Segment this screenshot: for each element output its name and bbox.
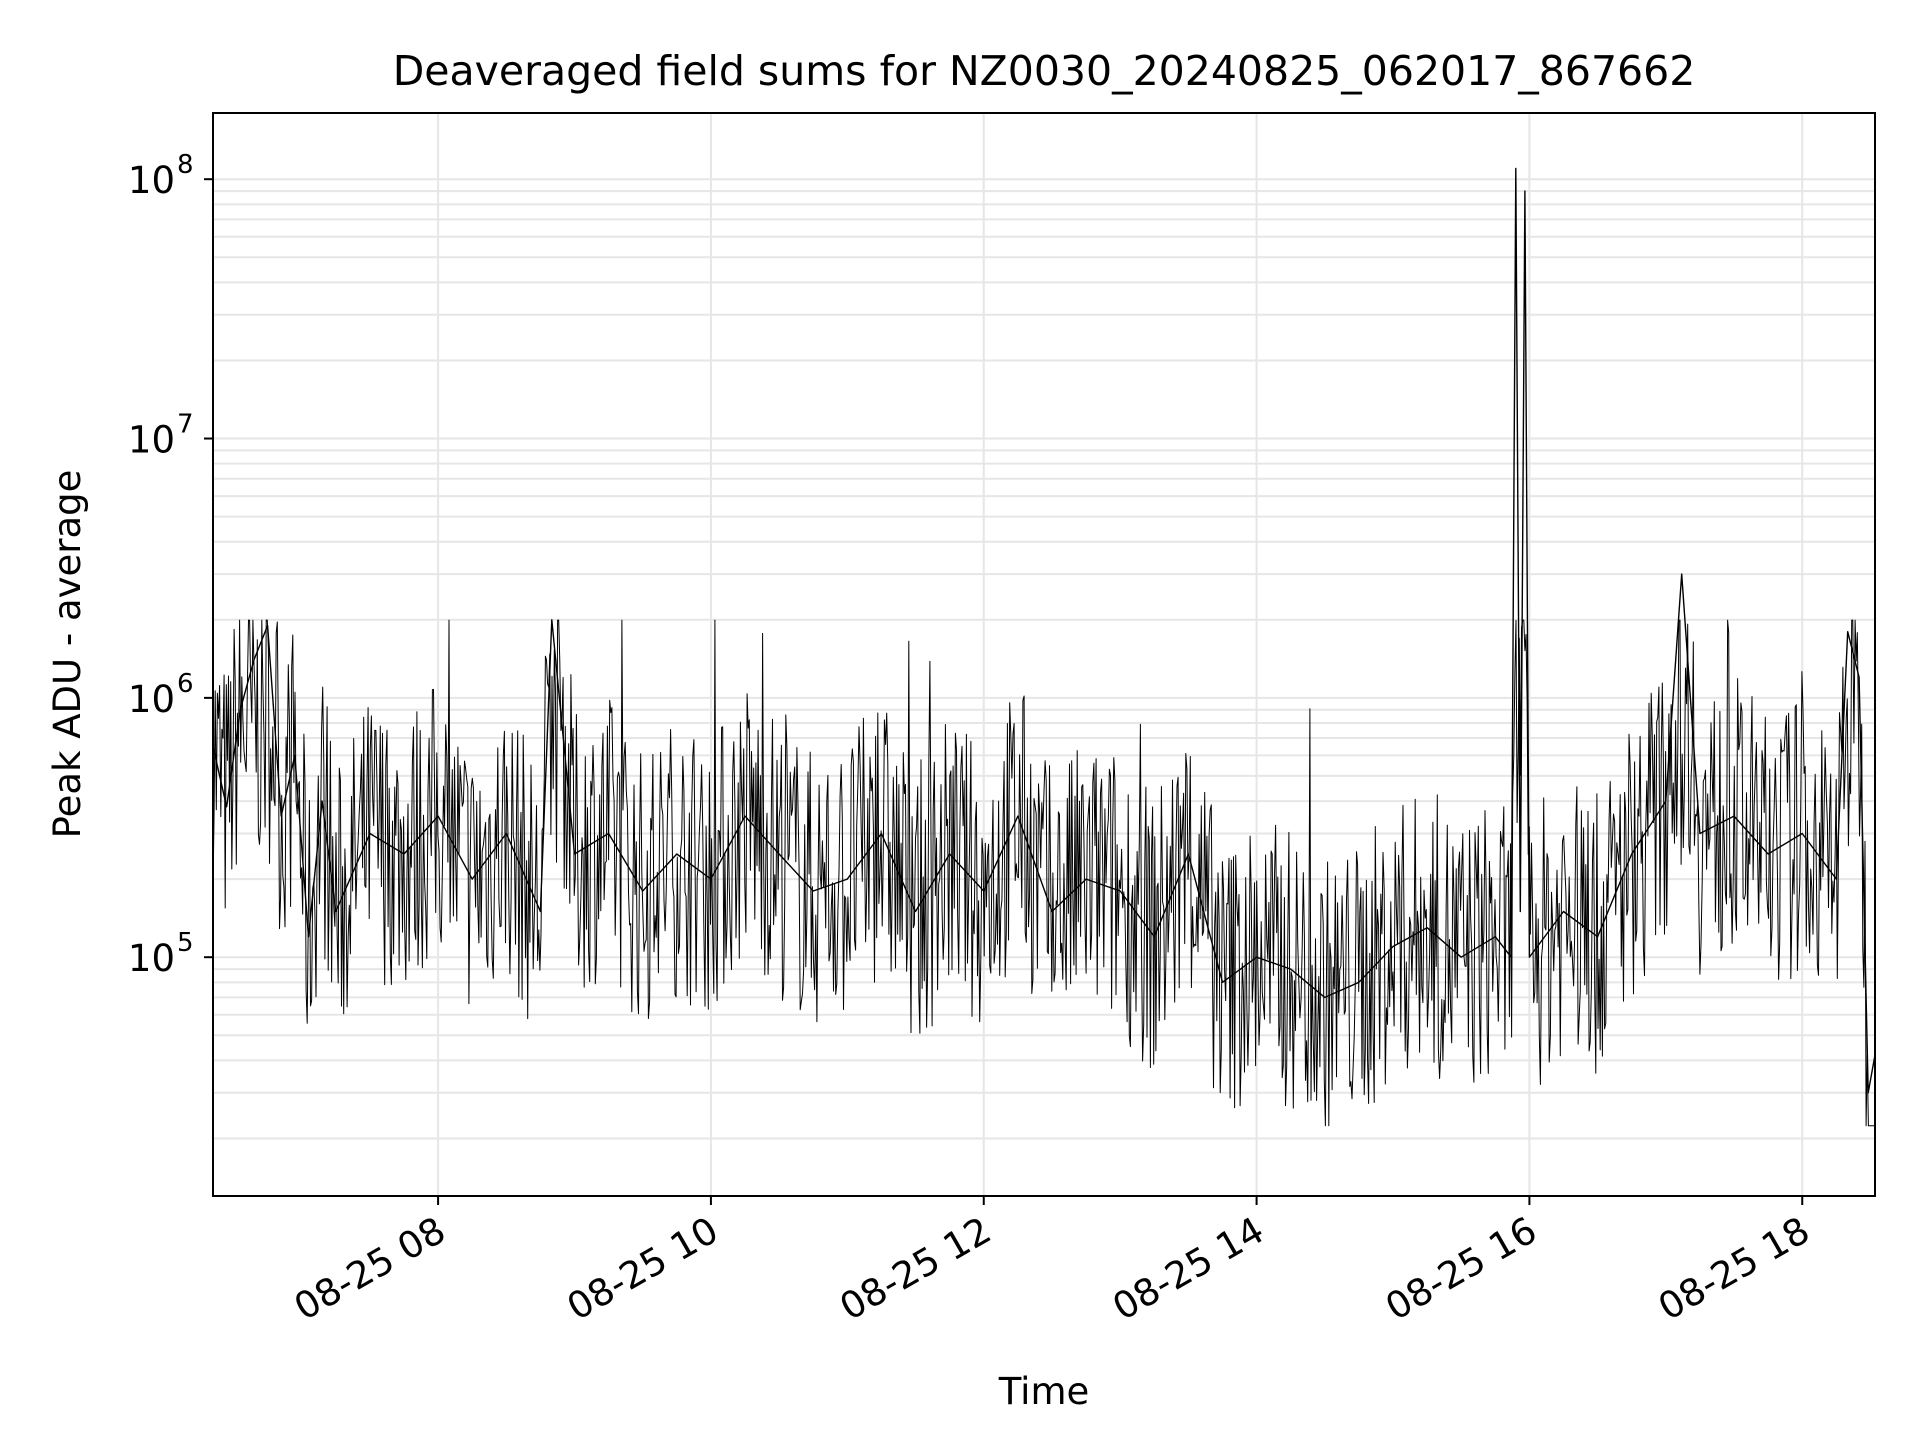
y-tick-label: 10 <box>128 937 175 980</box>
x-tick-label: 08-25 16 <box>1378 1209 1544 1329</box>
y-tick-base: 10 <box>128 937 175 980</box>
chart-title: Deaveraged field sums for NZ0030_2024082… <box>393 47 1696 95</box>
series-line <box>212 167 1876 1094</box>
y-tick-base: 10 <box>128 678 175 721</box>
y-tick-exponent: 7 <box>177 410 194 440</box>
y-tick-base: 10 <box>128 419 175 462</box>
y-tick-label: 10 <box>128 159 175 202</box>
grid <box>213 113 1875 1196</box>
plot-frame <box>212 112 1876 1197</box>
x-tick-label: 08-25 10 <box>560 1209 726 1329</box>
x-tick-label: 08-25 12 <box>833 1209 999 1329</box>
noise-path <box>212 619 1875 1127</box>
y-tick-base: 10 <box>128 159 175 202</box>
y-tick-exponent: 8 <box>177 150 194 180</box>
x-axis-ticks: 08-25 08 08-25 10 08-25 12 08-25 14 08-25 16… <box>287 1196 1817 1329</box>
noise-trace <box>212 619 1875 1127</box>
x-tick-label: 08-25 14 <box>1106 1209 1272 1329</box>
y-tick-label: 10 <box>128 419 175 462</box>
y-tick-exponent: 5 <box>177 928 194 958</box>
x-tick-label: 08-25 08 <box>287 1209 453 1329</box>
y-tick-label: 10 <box>128 678 175 721</box>
plot-background <box>213 113 1875 1196</box>
x-tick-label: 08-25 18 <box>1651 1209 1817 1329</box>
x-axis-label: Time <box>998 1370 1090 1413</box>
y-tick-exponent: 6 <box>177 669 194 699</box>
y-axis-label: Peak ADU - average <box>46 470 89 839</box>
